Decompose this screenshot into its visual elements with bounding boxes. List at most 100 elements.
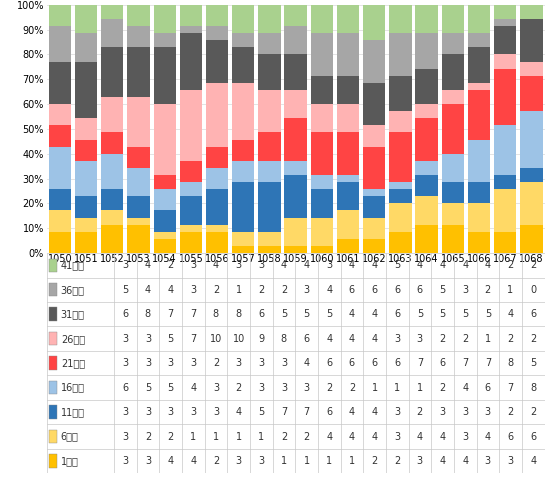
Bar (389, 111, 411, 132)
Bar (258, 33, 280, 54)
Bar (520, 62, 542, 76)
Bar (75, 232, 97, 253)
Bar (284, 90, 307, 118)
Text: 4: 4 (213, 261, 219, 270)
Text: 5: 5 (439, 309, 446, 319)
Text: 8: 8 (508, 358, 514, 368)
Bar (127, 217, 150, 225)
Bar (50, 405, 57, 419)
Text: 1: 1 (190, 432, 196, 442)
Text: 8: 8 (145, 309, 151, 319)
Bar (363, 5, 386, 40)
Bar (415, 104, 438, 118)
Text: 4: 4 (190, 382, 196, 392)
Text: 4: 4 (349, 407, 355, 417)
Bar (180, 225, 202, 232)
Bar (206, 189, 228, 225)
Text: 21번대: 21번대 (61, 358, 85, 368)
Bar (520, 111, 542, 168)
Text: 5: 5 (530, 358, 536, 368)
Text: 6: 6 (485, 382, 491, 392)
Bar (153, 5, 176, 33)
Text: 6: 6 (326, 407, 332, 417)
Text: 3: 3 (235, 261, 241, 270)
Bar (363, 125, 386, 147)
Bar (232, 47, 254, 83)
Bar (153, 210, 176, 232)
Text: 6: 6 (417, 285, 423, 295)
Bar (258, 182, 280, 232)
Text: 3: 3 (168, 407, 174, 417)
Text: 3: 3 (145, 407, 151, 417)
Bar (337, 175, 359, 182)
Text: 5: 5 (167, 382, 174, 392)
Bar (232, 232, 254, 246)
Text: 2: 2 (530, 407, 536, 417)
Bar (363, 83, 386, 125)
Text: 7: 7 (462, 358, 468, 368)
Text: 3: 3 (394, 432, 400, 442)
Bar (284, 217, 307, 246)
Bar (206, 232, 228, 253)
Bar (206, 225, 228, 232)
Text: 36번대: 36번대 (61, 285, 85, 295)
Bar (50, 259, 57, 272)
Bar (311, 104, 333, 132)
Bar (49, 62, 71, 104)
Bar (50, 307, 57, 321)
Bar (337, 104, 359, 132)
Text: 4: 4 (485, 261, 491, 270)
Text: 3: 3 (258, 358, 265, 368)
Bar (520, 5, 542, 19)
Bar (311, 246, 333, 253)
Text: 4: 4 (439, 432, 446, 442)
Text: 7: 7 (190, 334, 196, 344)
Text: 3: 3 (168, 358, 174, 368)
Bar (49, 104, 71, 125)
Bar (153, 189, 176, 210)
Bar (258, 161, 280, 182)
Bar (232, 33, 254, 47)
Text: 1: 1 (349, 456, 355, 466)
Text: 1: 1 (281, 456, 287, 466)
Text: 3: 3 (122, 261, 128, 270)
Bar (180, 26, 202, 33)
Text: 6: 6 (258, 309, 265, 319)
Bar (180, 232, 202, 253)
Bar (442, 54, 464, 90)
Text: 4: 4 (485, 432, 491, 442)
Bar (494, 69, 516, 125)
Bar (258, 246, 280, 253)
Text: 5: 5 (258, 407, 265, 417)
Bar (311, 33, 333, 76)
Text: 1: 1 (235, 285, 241, 295)
Text: 3: 3 (304, 285, 310, 295)
Text: 3: 3 (190, 261, 196, 270)
Bar (101, 210, 123, 225)
Text: 5: 5 (145, 382, 151, 392)
Bar (127, 196, 150, 217)
Text: 4: 4 (371, 309, 378, 319)
Text: 3: 3 (394, 407, 400, 417)
Bar (311, 217, 333, 246)
Text: 4: 4 (371, 407, 378, 417)
Bar (389, 204, 411, 232)
Bar (415, 175, 438, 196)
Text: 2: 2 (530, 334, 536, 344)
Text: 1: 1 (326, 456, 332, 466)
Bar (206, 26, 228, 40)
Text: 2: 2 (508, 407, 514, 417)
Text: 5: 5 (462, 309, 468, 319)
Bar (101, 132, 123, 154)
Text: 6번대: 6번대 (61, 432, 79, 442)
Bar (389, 76, 411, 111)
Text: 4: 4 (417, 261, 423, 270)
Text: 0: 0 (530, 285, 536, 295)
Text: 2: 2 (508, 261, 514, 270)
Text: 6: 6 (349, 285, 355, 295)
Text: 8: 8 (281, 334, 287, 344)
Bar (49, 147, 71, 189)
Text: 3: 3 (258, 382, 265, 392)
Bar (389, 5, 411, 33)
Bar (415, 118, 438, 161)
